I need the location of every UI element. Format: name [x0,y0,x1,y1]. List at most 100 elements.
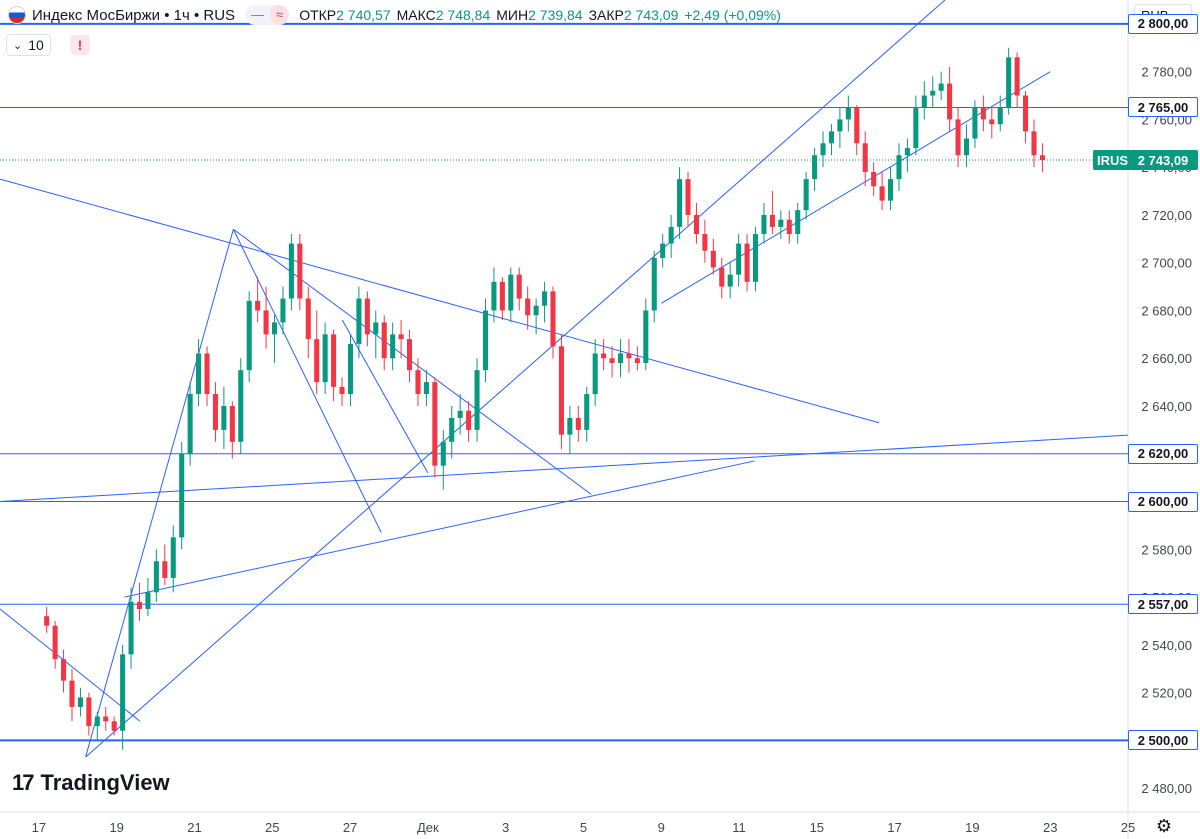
symbol-title[interactable]: Индекс МосБиржи • 1ч • RUS [32,6,236,24]
trend-line[interactable] [0,608,141,722]
candle-body [432,382,438,466]
mode-option-approx[interactable]: ≈ [270,5,290,25]
chart-mode-toggle[interactable]: — ≈ [245,5,290,25]
y-tick-label: 2 720,00 [1141,208,1192,223]
candle-body [837,119,843,132]
candle-body [61,659,67,681]
trend-line[interactable] [233,228,592,495]
candle-body [584,394,590,430]
candle-body [795,210,801,235]
trend-line[interactable] [124,460,755,598]
candle-body [229,406,235,442]
candle-body [347,343,353,395]
x-tick-label: 11 [732,820,746,835]
low-value: 2 739,84 [528,7,583,23]
candle-body [930,90,936,96]
candle-body [103,716,109,722]
settings-gear-icon[interactable]: ⚙ [1155,815,1173,836]
level-price-tag[interactable]: 2 800,00 [1128,13,1198,34]
candle-body [280,298,286,323]
candle-body [482,310,489,371]
candle-body [322,334,328,383]
candle-body [677,179,683,227]
alert-icon[interactable]: ! [70,35,90,55]
x-tick-label: 19 [965,820,979,835]
candle-body [752,234,759,282]
candle-body [947,83,953,120]
candle-body [204,353,210,395]
change-value: +2,49 (+0,09%) [684,7,781,23]
interval-selector[interactable]: ⌄ 10 [6,34,51,56]
candle-body [955,119,961,156]
level-price-tag[interactable]: 2 600,00 [1128,491,1198,512]
trend-line[interactable] [85,229,234,758]
symbol-header: Индекс МосБиржи • 1ч • RUS — ≈ ОТКР 2 74… [0,0,787,30]
candle-body [575,417,581,430]
candle-body [702,234,708,251]
level-price-tag[interactable]: 2 620,00 [1128,443,1198,464]
candle-body [558,346,564,435]
candle-body [1031,131,1037,156]
trend-line[interactable] [232,229,382,533]
candle-body [305,298,311,340]
candle-body [255,300,261,311]
trend-line[interactable] [0,178,880,424]
level-price-tag[interactable]: 2 765,00 [1128,97,1198,118]
candle-body [854,107,860,144]
candle-body [373,322,379,335]
trend-line[interactable] [0,434,1136,503]
candle-body [466,410,472,430]
candle-body [668,226,674,244]
candle-body [457,410,463,418]
candle-body [660,243,666,258]
candle-body [904,148,910,156]
candle-body [69,680,75,707]
trend-line[interactable] [85,0,981,758]
candle-body [212,394,218,430]
open-value: 2 740,57 [336,7,391,23]
candle-body [989,119,995,125]
candle-body [997,107,1003,125]
high-label: МАКС [396,7,436,23]
candle-body [592,353,598,395]
trend-line[interactable] [341,319,429,474]
x-tick-label: 25 [1121,820,1135,835]
candle-body [744,243,750,282]
candle-body [474,370,480,430]
candle-body [888,179,894,201]
candle-body [1023,95,1029,132]
interval-value: 10 [28,37,44,53]
candle-body [812,155,818,180]
tradingview-logo[interactable]: 17 TradingView [12,770,170,796]
candle-body [398,334,404,340]
tradingview-mark-icon: 17 [12,770,35,795]
candle-body [685,179,691,215]
candle-body [913,107,919,149]
close-value: 2 743,09 [623,7,679,23]
candle-body [533,305,539,316]
candle-body [77,697,83,707]
level-price-tag[interactable]: 2 500,00 [1128,730,1198,751]
mode-option-line[interactable]: — [251,7,265,22]
x-tick-label: 19 [109,820,123,835]
candle-body [170,537,176,578]
y-tick-label: 2 780,00 [1141,65,1192,80]
candle-body [128,601,134,655]
candle-body [1014,57,1020,96]
candle-body [736,243,742,275]
close-label: ЗАКР [588,7,624,23]
candle-body [727,274,733,287]
candle-body [508,274,514,311]
candle-body [862,143,868,172]
y-tick-label: 2 680,00 [1141,303,1192,318]
candle-body [415,370,421,395]
x-tick-label: 25 [265,820,279,835]
x-tick-label: 17 [32,820,46,835]
candle-body [364,298,370,335]
x-tick-label: 9 [658,820,665,835]
level-price-tag[interactable]: 2 557,00 [1128,594,1198,615]
candle-body [153,561,159,593]
tradingview-wordmark: TradingView [40,770,170,795]
candle-body [803,179,809,211]
